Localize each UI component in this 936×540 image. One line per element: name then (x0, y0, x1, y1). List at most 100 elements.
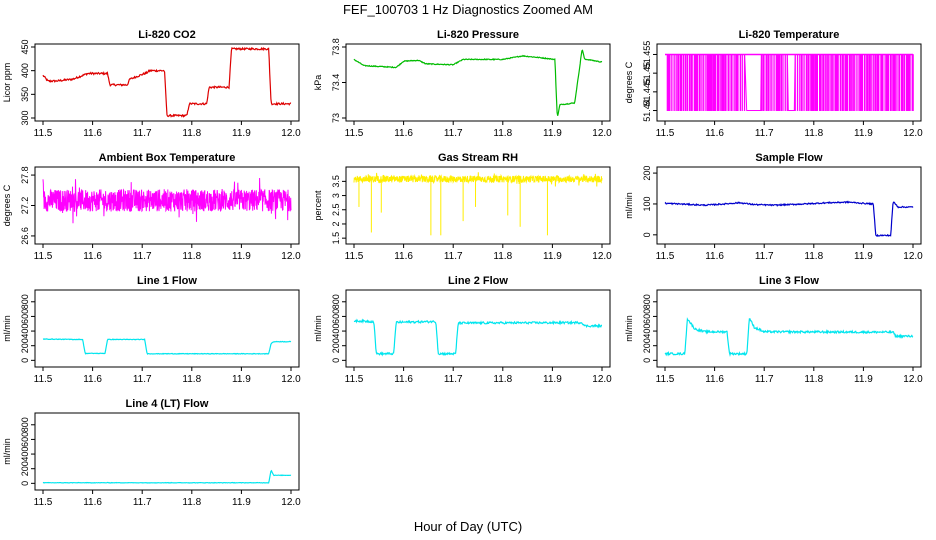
plot-frame (34, 412, 300, 491)
x-tick-label: 12.0 (281, 251, 301, 262)
x-tick-label: 11.6 (394, 251, 413, 262)
x-tick-label: 11.9 (854, 128, 873, 139)
y-tick-label: 200 (20, 338, 30, 353)
y-axis-label: degrees C (624, 61, 634, 103)
y-tick-label: 800 (331, 294, 341, 309)
plot-frame (656, 43, 922, 122)
y-tick-label: 73 (331, 113, 341, 123)
chart-panel-p9: Line 3 Flow 11.5 11.6 11.7 11.8 11.9 12.0 0 2004… (624, 275, 923, 385)
plot-frame (345, 166, 611, 245)
y-tick-label: 800 (642, 294, 652, 309)
x-tick-label: 11.9 (232, 374, 251, 385)
x-tick-label: 11.8 (493, 128, 512, 139)
chart-title: Li-820 CO2 (138, 29, 195, 41)
data-series (353, 49, 603, 116)
x-tick-label: 11.8 (493, 374, 512, 385)
x-tick-label: 11.6 (83, 128, 102, 139)
y-tick-label: 0 (20, 358, 30, 363)
x-tick-label: 11.5 (34, 374, 53, 385)
chart-panel-p3: Li-820 Temperature 11.5 11.6 11.7 11.8 11.9 12… (624, 29, 923, 139)
x-tick-label: 11.6 (83, 251, 102, 262)
x-tick-label: 11.9 (232, 128, 251, 139)
x-tick-label: 12.0 (281, 374, 301, 385)
y-tick-label: 73.4 (331, 74, 341, 92)
y-axis-label: ml/min (2, 315, 12, 342)
x-tick-label: 11.8 (493, 251, 512, 262)
y-tick-label: 600 (642, 309, 652, 324)
x-tick-label: 11.6 (83, 374, 102, 385)
y-tick-label: 3 (331, 193, 341, 198)
x-tick-label: 12.0 (903, 251, 923, 262)
y-tick-label: 0 (20, 481, 30, 486)
y-tick-label: 200 (642, 166, 652, 181)
plot-frame (656, 289, 922, 368)
x-tick-label: 11.5 (34, 251, 53, 262)
x-tick-label: 11.7 (755, 251, 774, 262)
x-tick-label: 12.0 (281, 497, 301, 508)
data-series (42, 338, 292, 355)
data-series (665, 53, 914, 111)
figure-title: FEF_100703 1 Hz Diagnostics Zoomed AM (343, 2, 593, 17)
y-tick-label: 400 (20, 447, 30, 462)
x-tick-label: 11.9 (543, 251, 562, 262)
x-tick-label: 11.9 (232, 497, 251, 508)
y-tick-label: 600 (20, 309, 30, 324)
series-line (353, 318, 602, 357)
y-tick-label: 200 (331, 338, 341, 353)
y-axis-label: Licor ppm (2, 63, 12, 103)
x-tick-label: 12.0 (592, 374, 612, 385)
y-tick-label: 27.2 (20, 197, 30, 215)
series-line (664, 200, 914, 238)
y-tick-label: 2.5 (331, 204, 341, 217)
x-tick-label: 11.7 (133, 374, 152, 385)
x-tick-label: 11.9 (854, 374, 873, 385)
x-tick-label: 11.7 (444, 374, 463, 385)
chart-panel-p7: Line 1 Flow 11.5 11.6 11.7 11.8 11.9 12.0 0 2004… (2, 275, 301, 385)
x-tick-label: 12.0 (592, 128, 612, 139)
x-tick-label: 11.6 (83, 497, 102, 508)
x-tick-label: 11.8 (804, 374, 823, 385)
chart-title: Line 2 Flow (448, 275, 508, 287)
x-tick-label: 12.0 (281, 128, 301, 139)
x-tick-label: 12.0 (592, 251, 612, 262)
y-tick-label: 27.8 (20, 166, 30, 184)
x-tick-label: 11.8 (182, 374, 201, 385)
plot-frame (345, 289, 611, 368)
x-tick-label: 11.8 (804, 128, 823, 139)
series-line (42, 338, 292, 355)
y-tick-label: 200 (20, 461, 30, 476)
x-tick-label: 12.0 (903, 128, 923, 139)
chart-panel-p8: Line 2 Flow 11.5 11.6 11.7 11.8 11.9 12.0 0 2004… (313, 275, 612, 385)
y-tick-label: 400 (20, 63, 30, 78)
y-tick-label: 0 (642, 232, 652, 237)
chart-panel-p1: Li-820 CO2 11.5 11.6 11.7 11.8 11.9 12.0 300 350… (2, 29, 301, 139)
y-tick-label: 400 (642, 324, 652, 339)
y-tick-label: 26.6 (20, 227, 30, 245)
x-tick-label: 11.9 (232, 251, 251, 262)
plot-frame (34, 43, 300, 122)
x-tick-label: 11.8 (182, 128, 201, 139)
x-tick-label: 11.5 (345, 251, 364, 262)
y-tick-label: 800 (20, 417, 30, 432)
data-series (42, 469, 292, 484)
x-tick-label: 12.0 (903, 374, 923, 385)
x-tick-label: 11.7 (755, 374, 774, 385)
series-line (353, 49, 603, 116)
y-tick-label: 450 (20, 39, 30, 54)
series-line (665, 54, 914, 111)
y-tick-label: 51.455 (642, 41, 652, 69)
series-line (42, 177, 292, 224)
x-tick-label: 11.7 (444, 128, 463, 139)
y-axis-label: ml/min (313, 315, 323, 342)
y-tick-label: 51.45 (642, 62, 652, 85)
y-tick-label: 51.445 (642, 78, 652, 106)
x-tick-label: 11.5 (656, 374, 675, 385)
data-series (42, 177, 292, 224)
x-tick-label: 11.5 (34, 128, 53, 139)
y-axis-label: ml/min (2, 438, 12, 465)
data-series (664, 200, 914, 238)
y-tick-label: 100 (642, 196, 652, 211)
y-tick-label: 600 (20, 432, 30, 447)
